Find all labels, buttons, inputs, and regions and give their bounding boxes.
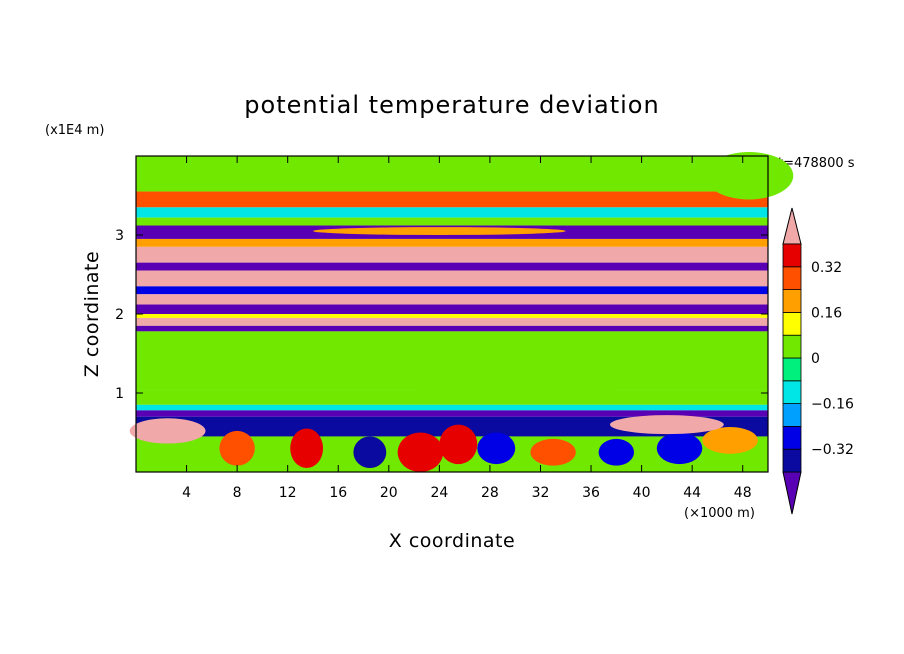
colorbar-box (782, 448, 802, 473)
y-tick-label: 2 (115, 307, 124, 323)
x-tick-label: 12 (279, 485, 297, 501)
x-axis-ticks: 4 8 12 16 20 24 28 32 36 40 44 48 (182, 156, 752, 501)
x-tick-label: 24 (430, 485, 448, 501)
field-blob-5 (439, 424, 478, 465)
x-axis-unit: (×1000 m) (684, 506, 755, 521)
colorbar-box (782, 266, 802, 290)
colorbar-extend-min (782, 471, 802, 515)
field-band-18 (136, 404, 768, 411)
field-blob-8 (598, 438, 635, 466)
field-blob-1 (219, 430, 255, 466)
y-axis-unit: (x1E4 m) (45, 123, 104, 138)
colorbar-label: −0.16 (811, 397, 854, 413)
field-band-15 (136, 331, 768, 354)
colorbar-box (782, 425, 802, 450)
colorbar-label: 0 (811, 351, 820, 367)
x-axis-label: X coordinate (389, 530, 515, 552)
x-tick-label: 28 (481, 485, 499, 501)
colorbar-box (782, 403, 802, 427)
x-tick-label: 20 (380, 485, 398, 501)
field-blob-11 (610, 415, 724, 435)
field-blob-7 (530, 438, 576, 466)
field-blob-2 (290, 428, 324, 469)
colorbar-box (782, 357, 802, 382)
field-band-8 (136, 270, 768, 287)
y-tick-label: 3 (115, 228, 124, 244)
colorbar-label: 0.16 (811, 305, 842, 321)
y-axis-label: Z coordinate (81, 251, 103, 377)
time-label: t=478800 s (778, 156, 855, 171)
field-band-9 (136, 286, 768, 295)
field-band-17 (136, 389, 768, 405)
field-band-11 (136, 304, 768, 314)
field-blob-0 (129, 418, 206, 444)
field-band-5 (136, 238, 768, 247)
chart-title: potential temperature deviation (244, 91, 659, 119)
contour-field (129, 152, 794, 472)
colorbar-label: 0.32 (811, 260, 842, 276)
x-tick-label: 44 (683, 485, 701, 501)
x-tick-label: 32 (532, 485, 550, 501)
field-blob-3 (353, 436, 387, 469)
colorbar-box (782, 311, 802, 336)
field-band-3 (136, 217, 768, 226)
x-tick-label: 4 (182, 485, 191, 501)
field-blob-6 (477, 432, 516, 465)
field-band-6 (136, 246, 768, 263)
field-blob-12 (401, 353, 629, 401)
colorbar-extend-max (782, 207, 802, 245)
x-tick-label: 36 (582, 485, 600, 501)
field-band-19 (136, 410, 768, 417)
colorbar-label: −0.32 (811, 442, 854, 458)
colorbar-box (782, 380, 802, 404)
x-tick-label: 8 (233, 485, 242, 501)
field-blob-10 (702, 426, 758, 454)
colorbar-box (782, 243, 802, 268)
x-tick-label: 40 (633, 485, 651, 501)
field-band-2 (136, 207, 768, 218)
x-tick-label: 48 (734, 485, 752, 501)
field-band-10 (136, 294, 768, 305)
field-band-14 (136, 325, 768, 332)
field-band-7 (136, 262, 768, 271)
field-band-1 (136, 191, 768, 208)
field-blob-13 (704, 152, 794, 200)
field-blob-14 (312, 227, 566, 235)
colorbar-box (782, 289, 802, 313)
y-axis-ticks: 1 2 3 (115, 228, 768, 402)
field-band-12 (136, 314, 768, 318)
x-tick-label: 16 (329, 485, 347, 501)
field-blob-4 (397, 432, 444, 472)
colorbar: 0.32 0.16 0 −0.16 −0.32 (782, 207, 854, 515)
field-band-13 (136, 317, 768, 326)
field-blob-9 (656, 432, 703, 465)
y-tick-label: 1 (115, 386, 124, 402)
colorbar-box (782, 334, 802, 359)
field-band-0 (136, 156, 768, 192)
